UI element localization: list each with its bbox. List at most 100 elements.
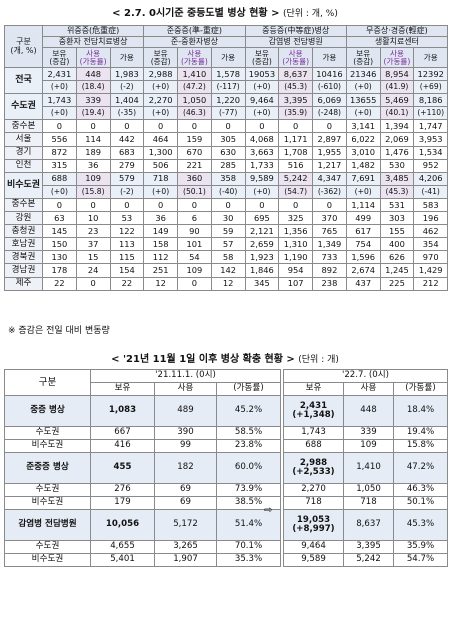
table-row-delta: (+0) (15.8) (-2) (+0) (50.1) (-40) (+0) (54.7)(…	[5, 184, 449, 199]
table-cell: 69	[154, 483, 217, 497]
delta-cell: (15.8)	[75, 184, 111, 199]
table-cell: 4,655	[90, 540, 155, 554]
table-cell: 54	[177, 250, 212, 265]
table-cell: 499	[345, 211, 381, 226]
delta-cell: (-2)	[109, 184, 145, 199]
table-cell: 189	[75, 145, 111, 160]
table-cell: 2,431 (+1,348)	[283, 395, 344, 427]
table-cell: 10,056	[90, 509, 155, 541]
table-cell: 212	[413, 276, 449, 291]
table-cell: 1,394	[379, 119, 415, 134]
table-cell: 6,069	[312, 93, 347, 108]
table-cell: 1,747	[413, 119, 449, 134]
table-cell: 178	[42, 263, 77, 278]
table-cell: 15.8%	[393, 439, 448, 453]
table-cell: 1,114	[345, 197, 381, 213]
table-cell: 688	[283, 439, 344, 453]
table-cell: 8,637	[343, 509, 394, 541]
table-row: 수도권 4,655 3,265 70.1%	[4, 540, 282, 554]
table-cell: 448	[343, 395, 394, 427]
row-label: 수도권	[4, 483, 91, 497]
table-cell: 506	[143, 158, 179, 173]
delta-cell: (-77)	[210, 106, 246, 121]
column-header: 가용	[413, 47, 449, 68]
table-cell: 4,068	[244, 132, 280, 147]
table-cell: 2,659	[244, 237, 280, 252]
column-header: 가용	[312, 47, 347, 68]
row-label: 제주	[4, 276, 43, 291]
table-row: 인천 315 36 279 506 221 285 1,733 516 1,217 1,482 530…	[4, 158, 449, 173]
group-header-1: 준중증(準-重症)	[143, 25, 246, 37]
table-cell: 448	[75, 66, 111, 82]
table-cell: 1,217	[312, 158, 347, 173]
table-row-delta: (+0) (18.4) (-2) (+0) (47.2) (-117) (+0) (45.3)…	[5, 80, 449, 95]
column-header: 보유 (증감)	[143, 47, 179, 68]
table-cell: 765	[312, 224, 347, 239]
table-cell: 579	[109, 171, 145, 186]
table-cell: 36	[143, 211, 179, 226]
delta-cell: (45.3)	[379, 184, 415, 199]
table-cell: 1,310	[278, 237, 314, 252]
table-cell: 1,356	[278, 224, 314, 239]
table-cell: 159	[177, 132, 212, 147]
table-cell: 158	[143, 237, 179, 252]
column-header: 사용 (가동률)	[379, 47, 415, 68]
table-row: 중증 병상 1,083 489 45.2%	[4, 395, 282, 427]
table-cell: 221	[177, 158, 212, 173]
table-row: 9,589 5,242 54.7%	[283, 553, 448, 567]
table-row: 2,270 1,050 46.3%	[283, 483, 448, 497]
table-row: 중수본 0 0 0 0 0 0 0 0 0 1,114 531 583	[4, 197, 449, 213]
table-cell: 370	[312, 211, 347, 226]
delta-cell: (47.2)	[177, 80, 212, 95]
table-cell: 354	[413, 237, 449, 252]
row-label: 감염병 전담병원	[4, 509, 91, 541]
row-label: 전국	[4, 66, 43, 95]
table-row: 강원 63 10 53 36 6 30 695 325 370 499 303 196	[4, 211, 449, 226]
table-cell: 0	[75, 119, 111, 134]
delta-cell: (54.7)	[278, 184, 314, 199]
table-cell: 7,691	[345, 171, 381, 186]
table-cell: 9,589	[283, 553, 344, 567]
table-cell: 325	[278, 211, 314, 226]
table-cell: 3,395	[343, 540, 394, 554]
table-cell: 276	[90, 483, 155, 497]
table-row: 경기 872 189 683 1,300 670 630 3,663 1,708 1,955 3,0…	[4, 145, 449, 160]
delta-cell: (-117)	[210, 80, 246, 95]
table-cell: 688	[42, 171, 77, 186]
table-cell: 400	[379, 237, 415, 252]
table-row: 호남권 150 37 113 158 101 57 2,659 1,310 1,349 754 400…	[4, 237, 449, 252]
row-label: 중수본	[4, 119, 43, 134]
table-cell: 1,300	[143, 145, 179, 160]
table-cell: 531	[379, 197, 415, 213]
table-cell: 145	[42, 224, 77, 239]
table-cell: 53	[109, 211, 145, 226]
table-cell: 115	[109, 250, 145, 265]
row-label: 서울	[4, 132, 43, 147]
table-cell: 35.9%	[393, 540, 448, 554]
column-header: 가용	[210, 47, 246, 68]
table-cell: 4,206	[413, 171, 449, 186]
column-header: 사용	[343, 382, 394, 396]
table-cell: 19,053 (+8,997)	[283, 509, 344, 541]
table-cell: 8,954	[379, 66, 415, 82]
table-cell: 3,265	[154, 540, 217, 554]
row-label: 준중증 병상	[4, 452, 91, 484]
table-cell: 285	[210, 158, 246, 173]
table-cell: 1,923	[244, 250, 280, 265]
table-cell: 0	[177, 119, 212, 134]
table-cell: 114	[75, 132, 111, 147]
column-header: 보유 (증감)	[244, 47, 280, 68]
table-cell: 345	[244, 276, 280, 291]
table-row: 중수본 0 0 0 0 0 0 0 0 0 3,141 1,394 1,747	[4, 119, 449, 134]
table-cell: 1,050	[177, 93, 212, 108]
delta-cell: (+0)	[42, 184, 77, 199]
delta-cell: (-41)	[413, 184, 449, 199]
table-cell: 617	[345, 224, 381, 239]
table-cell: 360	[177, 171, 212, 186]
table-cell: 0	[244, 197, 280, 213]
delta-cell: (+0)	[244, 80, 280, 95]
table-cell: 5,401	[90, 553, 155, 567]
table2-unit: (단위 : 개)	[298, 355, 339, 365]
table-cell: 22	[109, 276, 145, 291]
table-cell: 12392	[413, 66, 449, 82]
